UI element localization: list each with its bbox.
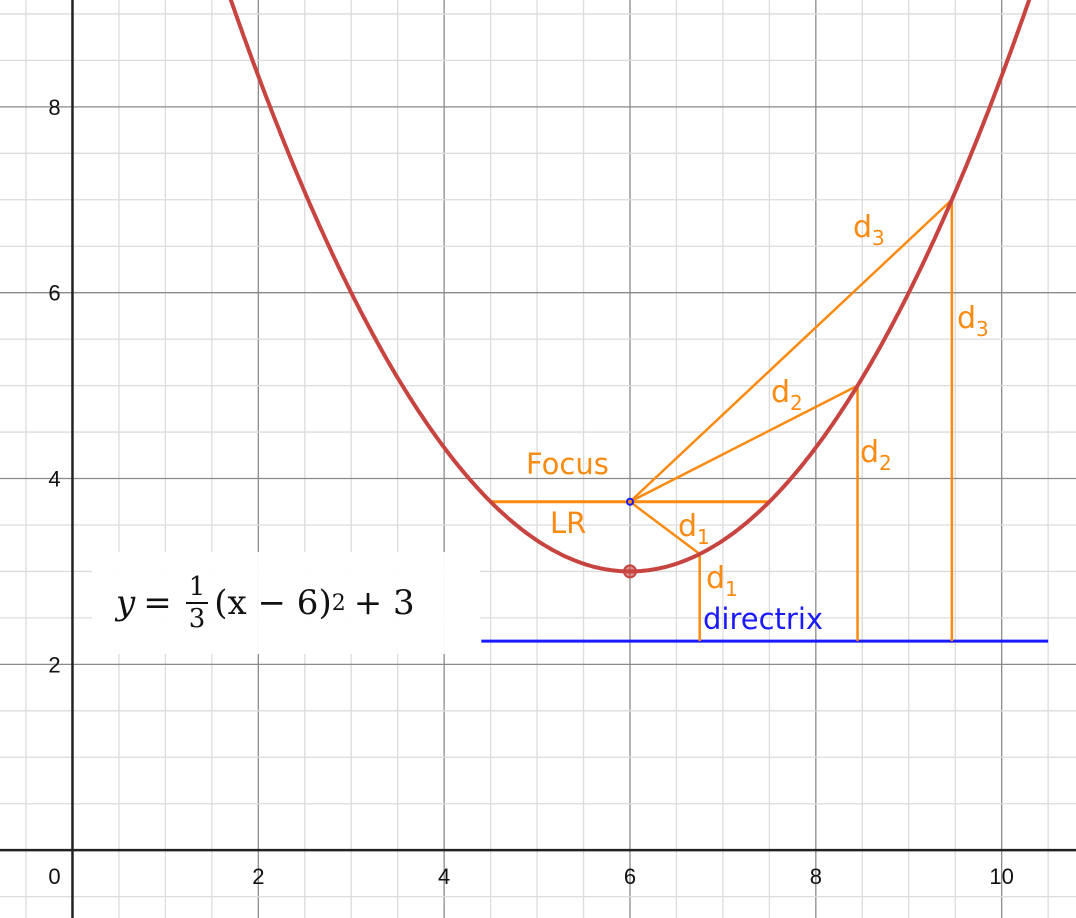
latus-rectum-label: LR [550, 506, 586, 540]
d1-focus-label: d1 [678, 509, 710, 549]
d3-directrix-label: d3 [957, 301, 989, 341]
eq-lhs: y [116, 583, 136, 623]
eq-fraction: 1 3 [185, 572, 209, 634]
eq-denominator: 3 [188, 604, 206, 634]
focus-distance-segment-3 [629, 198, 953, 503]
focus-point [625, 497, 634, 506]
eq-paren: (x − 6) [214, 583, 332, 623]
d2-focus-label: d2 [771, 375, 803, 415]
d3-focus-label: d3 [853, 210, 885, 250]
x-tick-label: 8 [810, 864, 822, 889]
d2-directrix-label: d2 [860, 435, 892, 475]
y-tick-label: 6 [48, 281, 60, 306]
focus-distance-segment-1 [629, 500, 701, 556]
x-tick-label: 10 [989, 864, 1013, 889]
y-tick-label: 2 [48, 652, 60, 677]
d1-directrix-label: d1 [706, 561, 738, 601]
directrix-label: directrix [703, 602, 823, 636]
y-tick-label: 8 [48, 95, 60, 120]
vertex-point [622, 564, 637, 579]
equation-label: y = 1 3 (x − 6) 2 + 3 [92, 552, 480, 654]
x-tick-label: 6 [624, 864, 636, 889]
focus-distance-segment-2 [629, 384, 859, 503]
eq-exponent: 2 [331, 590, 346, 616]
x-tick-label: 0 [48, 864, 60, 889]
eq-equals: = [143, 583, 172, 623]
eq-rest: + 3 [353, 583, 415, 623]
x-tick-label: 2 [252, 864, 264, 889]
x-tick-label: 4 [438, 864, 450, 889]
eq-numerator: 1 [185, 572, 209, 604]
y-tick-label: 4 [48, 467, 60, 492]
focus-label: Focus [526, 447, 609, 481]
